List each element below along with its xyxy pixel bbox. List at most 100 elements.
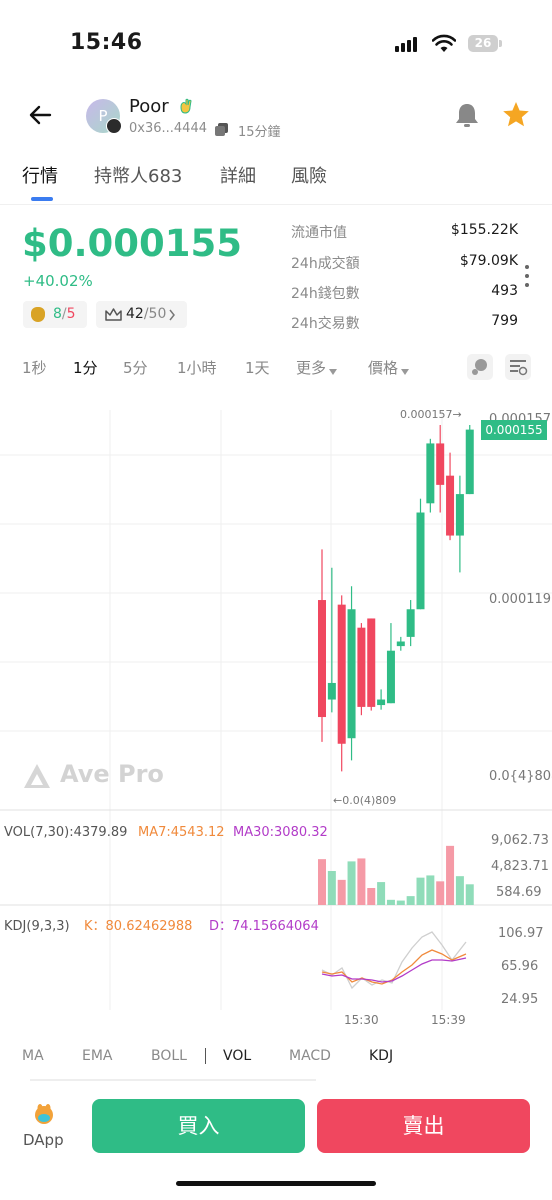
kdj-k-legend: K：80.62462988 <box>84 919 192 934</box>
stat-label-trades: 24h交易數 <box>291 316 360 332</box>
waving-hand-icon <box>180 98 192 114</box>
scroll-indicator <box>30 1079 316 1081</box>
volume-axis-low: 584.69 <box>496 885 542 900</box>
interval-more[interactable]: 更多 <box>296 357 338 378</box>
price-change: +40.02% <box>23 272 93 290</box>
divider <box>0 204 552 205</box>
sell-button[interactable]: 賣出 <box>317 1099 530 1153</box>
wifi-icon <box>432 34 456 52</box>
kdj-series <box>321 931 467 990</box>
drawing-tool-button[interactable] <box>467 354 493 380</box>
money-bag-icon <box>31 307 45 322</box>
candle-body <box>406 609 415 637</box>
ratio-good: 8 <box>53 306 62 322</box>
token-age: 15分鐘 <box>238 125 281 140</box>
stat-label-volume: 24h成交額 <box>291 256 360 272</box>
kdj-legend: KDJ(9,3,3) <box>4 919 70 934</box>
candle-body <box>436 443 445 485</box>
candle-body <box>357 627 366 707</box>
price-axis-low: 0.0{4}808 <box>489 769 552 784</box>
indicator-separator <box>205 1048 206 1064</box>
tab-risk[interactable]: 風險 <box>291 166 327 187</box>
candle-body <box>327 682 336 700</box>
volume-series <box>318 845 474 905</box>
copy-icon[interactable] <box>215 123 228 136</box>
chart-grid <box>0 410 552 1010</box>
active-tab-indicator <box>31 197 53 201</box>
indicator-ema[interactable]: EMA <box>82 1048 113 1064</box>
kdj-d-legend: D：74.15664064 <box>209 919 319 934</box>
stat-value-wallets: 493 <box>491 283 518 299</box>
stat-value-market-cap: $155.22K <box>450 222 518 238</box>
indicator-ma[interactable]: MA <box>22 1048 44 1064</box>
volume-bar <box>436 881 445 905</box>
interval-more-label: 更多 <box>296 359 327 377</box>
watermark: Ave Pro <box>60 760 164 788</box>
stat-label-market-cap: 流通市值 <box>291 225 347 241</box>
dapp-label[interactable]: DApp <box>23 1131 64 1149</box>
indicator-boll[interactable]: BOLL <box>151 1048 187 1064</box>
drawing-tool-icon <box>472 359 487 375</box>
volume-bar <box>327 870 336 905</box>
volume-bar <box>446 845 455 905</box>
volume-bar <box>416 877 425 905</box>
indicator-vol[interactable]: VOL <box>223 1048 252 1064</box>
ratio-separator: / <box>61 306 67 322</box>
tab-details[interactable]: 詳細 <box>220 166 256 187</box>
score-value: 42 <box>126 306 144 322</box>
buy-button[interactable]: 買入 <box>92 1099 305 1153</box>
tab-market[interactable]: 行情 <box>22 166 58 187</box>
candlestick-series <box>318 425 474 772</box>
volume-bar <box>426 875 435 905</box>
candle-body <box>377 699 386 706</box>
buy-sell-ratio-badge[interactable]: 8/5 <box>23 301 87 328</box>
candle-body <box>455 494 464 536</box>
price-axis-mid: 0.000119 <box>489 592 551 607</box>
volume-bar <box>357 858 366 905</box>
candle-body <box>337 604 346 744</box>
candle-body <box>318 600 326 718</box>
interval-1m[interactable]: 1分 <box>73 359 98 377</box>
token-name: Poor <box>129 96 169 117</box>
volume-bar <box>386 899 395 905</box>
home-indicator <box>176 1181 376 1186</box>
status-time: 15:46 <box>70 30 143 55</box>
chart-area[interactable]: 0.000157 0.000119 0.0{4}808 0.000157→ ←0… <box>0 395 552 1035</box>
candle-body <box>386 650 395 704</box>
dropdown-arrow-icon <box>401 369 410 375</box>
tab-holders[interactable]: 持幣人683 <box>94 166 183 187</box>
price-mode-select[interactable]: 價格 <box>368 357 410 378</box>
volume-bar <box>455 876 464 905</box>
alert-bell-icon[interactable] <box>453 101 481 129</box>
token-address[interactable]: 0x36...4444 <box>129 121 207 136</box>
vol-ma7-legend: MA7:4543.12 <box>138 825 225 840</box>
dapp-icon[interactable] <box>33 1103 55 1125</box>
battery-icon: 26 <box>468 35 498 52</box>
candle-body <box>416 512 425 610</box>
interval-1h[interactable]: 1小時 <box>177 359 217 377</box>
stat-value-trades: 799 <box>491 313 518 329</box>
vol-legend: VOL(7,30):4379.89 <box>4 825 127 840</box>
interval-5m[interactable]: 5分 <box>123 359 148 377</box>
volume-axis-mid: 4,823.71 <box>491 859 549 874</box>
favorite-star-icon[interactable] <box>502 101 530 128</box>
kdj-axis-mid: 65.96 <box>501 959 538 974</box>
kdj-axis-top: 106.97 <box>498 926 544 941</box>
interval-1d[interactable]: 1天 <box>245 359 270 377</box>
more-options-icon[interactable] <box>524 264 530 288</box>
ratio-bad: 5 <box>66 306 76 322</box>
price-mode-label: 價格 <box>368 359 399 377</box>
volume-bar <box>465 884 474 905</box>
score-badge[interactable]: 42/50 <box>96 301 187 328</box>
low-price-marker: ←0.0(4)809 <box>333 794 396 807</box>
indicator-kdj[interactable]: KDJ <box>369 1048 394 1064</box>
candle-body <box>396 641 405 647</box>
volume-bar <box>367 887 376 905</box>
interval-1s[interactable]: 1秒 <box>22 359 47 377</box>
kdj-k-line <box>321 949 467 985</box>
battery-tip <box>499 40 502 47</box>
chart-settings-button[interactable] <box>505 354 531 380</box>
high-price-marker: 0.000157→ <box>400 408 462 421</box>
indicator-macd[interactable]: MACD <box>289 1048 331 1064</box>
back-arrow-icon[interactable] <box>28 104 54 126</box>
